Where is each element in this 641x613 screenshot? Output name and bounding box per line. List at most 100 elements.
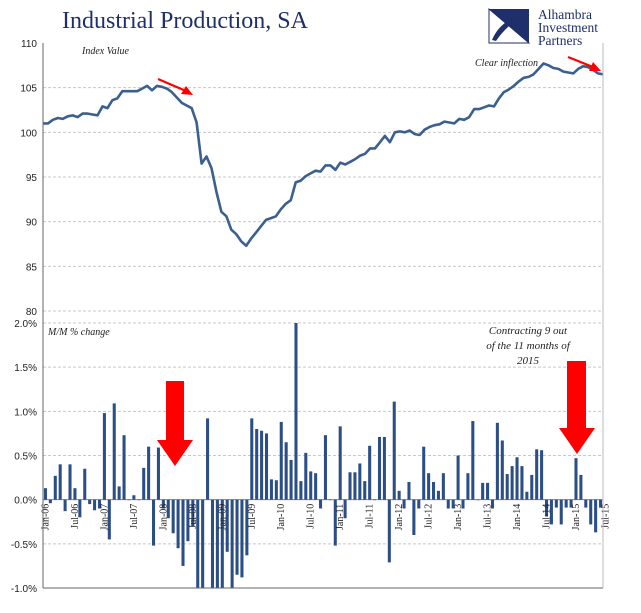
mm-x-tick-label: Jul-15 [601, 504, 612, 529]
alhambra-logo: Alhambra Investment Partners [488, 7, 598, 48]
index-gridlines [43, 87, 603, 312]
index-value-label: Index Value [81, 46, 129, 57]
contracting-annotation-line-3: 2015 [517, 355, 540, 367]
mm-bar [348, 472, 352, 500]
mm-bar [284, 442, 288, 500]
mm-bar [156, 447, 160, 500]
mm-y-tick-label: 1.0% [14, 407, 37, 418]
mm-x-tick-label: Jan-14 [512, 504, 523, 531]
mm-bar [294, 323, 298, 500]
mm-bar [574, 458, 578, 500]
mm-bar [260, 430, 264, 500]
mm-bar [304, 452, 308, 500]
mm-bar [456, 455, 460, 500]
mm-y-tick-label: 0.5% [14, 452, 37, 463]
mm-bar [230, 499, 234, 588]
mm-bar [466, 473, 470, 500]
mm-bar [166, 499, 170, 519]
mm-y-tick-label: 1.5% [14, 363, 37, 374]
mm-bar [525, 491, 529, 500]
mm-x-axis: Jan-06 Jul-06 Jan-07 Jul-07 Jan-08 Jul-08 Jan-… [41, 504, 612, 531]
logo-line-2: Investment [538, 20, 598, 35]
mm-bar [43, 488, 47, 500]
mm-y-axis: 2.0% 1.5% 1.0% 0.5% 0.0% -0.5% -1.0% [11, 319, 37, 595]
mm-bar [78, 499, 82, 518]
mm-x-tick-label: Jan-07 [99, 504, 110, 531]
index-y-tick-label: 110 [21, 39, 37, 50]
mm-bar [225, 499, 229, 552]
index-y-tick-label: 105 [20, 84, 37, 95]
mm-x-tick-label: Jan-09 [217, 504, 228, 531]
mm-x-tick-label: Jul-06 [70, 504, 81, 529]
mm-bar [377, 436, 382, 500]
mm-bar [176, 499, 180, 549]
mm-change-label: M/M % change [47, 327, 110, 338]
mm-bar [353, 472, 357, 500]
mm-bar [343, 499, 347, 519]
mm-x-tick-label: Jul-09 [247, 504, 258, 529]
mm-bar [451, 499, 455, 509]
mm-bar [427, 473, 431, 500]
mm-bar [412, 499, 416, 535]
down-arrow-icon-2008 [157, 381, 193, 466]
mm-bar [589, 499, 593, 525]
mm-x-tick-label: Jan-08 [158, 504, 169, 531]
mm-bar [407, 482, 411, 500]
mm-bar [476, 499, 480, 501]
mm-bar [441, 473, 445, 500]
mm-bar [358, 463, 362, 500]
mm-bar [63, 499, 67, 512]
mm-bar [181, 499, 185, 566]
mm-x-tick-label: Jan-13 [453, 504, 464, 531]
mm-bar [289, 459, 293, 500]
mm-bar [599, 499, 603, 508]
mm-bar [201, 499, 205, 588]
down-arrow-icon-2015 [559, 361, 595, 454]
mm-bar [210, 499, 214, 588]
mm-bar [196, 499, 200, 588]
mm-bar [486, 482, 490, 500]
mm-bar [500, 440, 504, 500]
mm-y-tick-label: 2.0% [14, 319, 37, 330]
mm-bar [269, 479, 273, 500]
mm-bar [333, 499, 337, 546]
mm-bar [255, 429, 259, 500]
mm-bar [490, 499, 494, 509]
chart-frame [42, 43, 604, 589]
mm-bar [549, 499, 553, 525]
mm-bar [250, 418, 254, 500]
mm-x-tick-label: Jan-10 [276, 504, 287, 531]
mm-bar [446, 499, 450, 509]
mm-bar [373, 499, 377, 501]
mm-bar [579, 474, 583, 500]
mm-bar [319, 499, 323, 509]
chart-title: Industrial Production, SA [62, 8, 309, 34]
mm-x-tick-label: Jul-12 [424, 504, 435, 529]
mm-bar [436, 490, 440, 500]
mm-x-tick-label: Jan-06 [41, 504, 52, 531]
mm-x-tick-label: Jul-14 [542, 504, 553, 529]
index-line-panel: 110 105 100 95 90 85 80 Index Value Clear infl… [20, 39, 604, 318]
mm-bar [510, 466, 514, 500]
mm-bar [544, 499, 549, 517]
mm-bar [328, 499, 332, 501]
mm-bar [245, 499, 249, 556]
arrow-icon-peak-2008 [157, 77, 193, 95]
mm-bar [132, 495, 136, 500]
mm-y-tick-label: -0.5% [11, 540, 37, 551]
mm-bar [53, 475, 57, 500]
clear-inflection-annotation: Clear inflection [475, 58, 538, 69]
mm-bar [191, 499, 195, 527]
alhambra-swoosh-icon [488, 7, 531, 44]
mm-bar [520, 466, 524, 500]
mm-x-tick-label: Jan-15 [571, 504, 582, 531]
mm-bar [299, 481, 303, 500]
index-y-tick-label: 85 [26, 262, 38, 273]
mm-bar [559, 499, 563, 525]
mm-bar [535, 449, 539, 500]
mm-x-tick-label: Jul-07 [129, 504, 140, 529]
mm-bar [397, 490, 401, 500]
mm-bar [554, 499, 558, 508]
mm-bar [137, 499, 141, 501]
